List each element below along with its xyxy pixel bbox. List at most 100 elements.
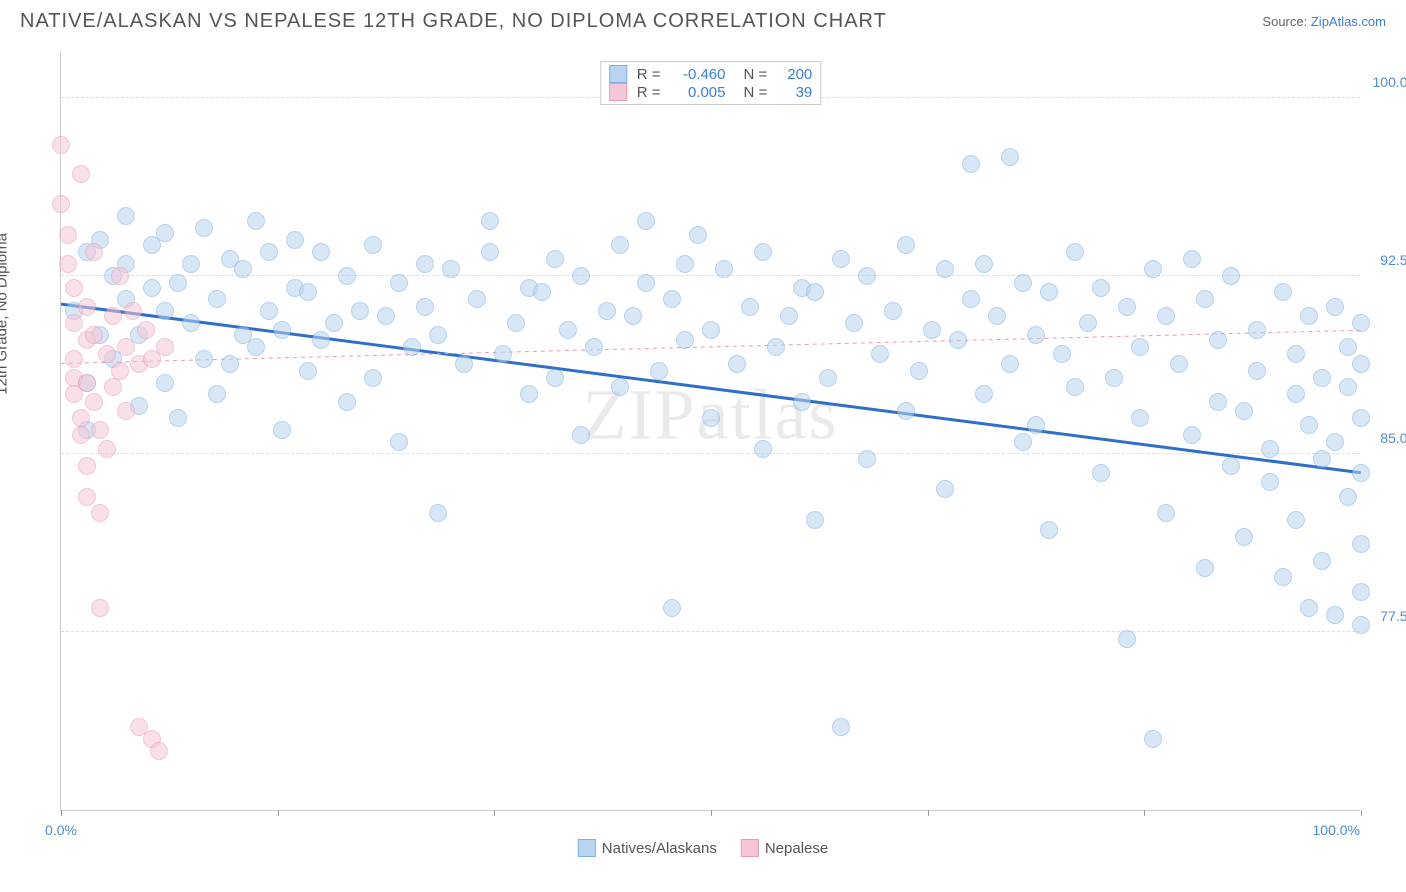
data-point <box>208 290 226 308</box>
x-tick <box>494 810 495 816</box>
x-tick <box>1361 810 1362 816</box>
data-point <box>273 321 291 339</box>
chart-container: NATIVE/ALASKAN VS NEPALESE 12TH GRADE, N… <box>0 0 1406 892</box>
data-point <box>65 314 83 332</box>
r-label: R = <box>637 84 661 101</box>
data-point <box>1235 402 1253 420</box>
data-point <box>416 255 434 273</box>
data-point <box>1339 488 1357 506</box>
data-point <box>910 362 928 380</box>
data-point <box>364 369 382 387</box>
data-point <box>663 290 681 308</box>
data-point <box>585 338 603 356</box>
data-point <box>1027 416 1045 434</box>
data-point <box>1339 338 1357 356</box>
data-point <box>1079 314 1097 332</box>
data-point <box>91 504 109 522</box>
plot-area: R = -0.460 N = 200 R = 0.005 N = 39 ZIPa… <box>60 51 1360 811</box>
y-tick-label: 92.5% <box>1380 252 1406 268</box>
data-point <box>702 409 720 427</box>
data-point <box>936 260 954 278</box>
data-point <box>338 393 356 411</box>
data-point <box>221 355 239 373</box>
y-tick-label: 100.0% <box>1373 74 1406 90</box>
data-point <box>598 302 616 320</box>
data-point <box>1014 274 1032 292</box>
data-point <box>1118 298 1136 316</box>
data-point <box>806 511 824 529</box>
data-point <box>1157 504 1175 522</box>
data-point <box>1300 416 1318 434</box>
data-point <box>104 378 122 396</box>
data-point <box>1313 450 1331 468</box>
data-point <box>429 504 447 522</box>
data-point <box>1352 409 1370 427</box>
data-point <box>182 314 200 332</box>
source-link[interactable]: ZipAtlas.com <box>1311 14 1386 29</box>
data-point <box>98 440 116 458</box>
data-point <box>1352 464 1370 482</box>
data-point <box>59 255 77 273</box>
data-point <box>150 742 168 760</box>
data-point <box>897 402 915 420</box>
data-point <box>1300 599 1318 617</box>
data-point <box>143 279 161 297</box>
data-point <box>52 136 70 154</box>
data-point <box>1274 568 1292 586</box>
data-point <box>1326 298 1344 316</box>
legend-swatch-blue-icon <box>609 65 627 83</box>
x-tick <box>278 810 279 816</box>
data-point <box>1144 260 1162 278</box>
legend-label-nepalese: Nepalese <box>765 840 828 857</box>
data-point <box>1352 616 1370 634</box>
data-point <box>117 402 135 420</box>
x-tick <box>61 810 62 816</box>
data-point <box>91 599 109 617</box>
data-point <box>85 243 103 261</box>
x-axis-max-label: 100.0% <box>1313 822 1360 838</box>
data-point <box>702 321 720 339</box>
data-point <box>1326 433 1344 451</box>
data-point <box>111 362 129 380</box>
data-point <box>754 243 772 261</box>
series-legend: Natives/Alaskans Nepalese <box>578 839 828 857</box>
data-point <box>52 195 70 213</box>
data-point <box>1274 283 1292 301</box>
data-point <box>1287 345 1305 363</box>
data-point <box>1235 528 1253 546</box>
data-point <box>1131 338 1149 356</box>
data-point <box>845 314 863 332</box>
x-tick <box>1144 810 1145 816</box>
data-point <box>1313 552 1331 570</box>
legend-item-natives: Natives/Alaskans <box>578 839 717 857</box>
data-point <box>650 362 668 380</box>
data-point <box>611 378 629 396</box>
data-point <box>1040 283 1058 301</box>
data-point <box>1196 559 1214 577</box>
data-point <box>819 369 837 387</box>
data-point <box>741 298 759 316</box>
data-point <box>78 488 96 506</box>
data-point <box>988 307 1006 325</box>
data-point <box>728 355 746 373</box>
data-point <box>351 302 369 320</box>
data-point <box>442 260 460 278</box>
data-point <box>1209 393 1227 411</box>
data-point <box>546 369 564 387</box>
source-citation: Source: ZipAtlas.com <box>1262 14 1386 29</box>
data-point <box>299 283 317 301</box>
data-point <box>1027 326 1045 344</box>
data-point <box>72 426 90 444</box>
data-point <box>156 374 174 392</box>
data-point <box>468 290 486 308</box>
data-point <box>624 307 642 325</box>
data-point <box>325 314 343 332</box>
data-point <box>715 260 733 278</box>
data-point <box>1352 583 1370 601</box>
r-value-natives: -0.460 <box>671 66 726 83</box>
data-point <box>169 409 187 427</box>
data-point <box>85 393 103 411</box>
data-point <box>1222 457 1240 475</box>
data-point <box>1183 250 1201 268</box>
data-point <box>403 338 421 356</box>
